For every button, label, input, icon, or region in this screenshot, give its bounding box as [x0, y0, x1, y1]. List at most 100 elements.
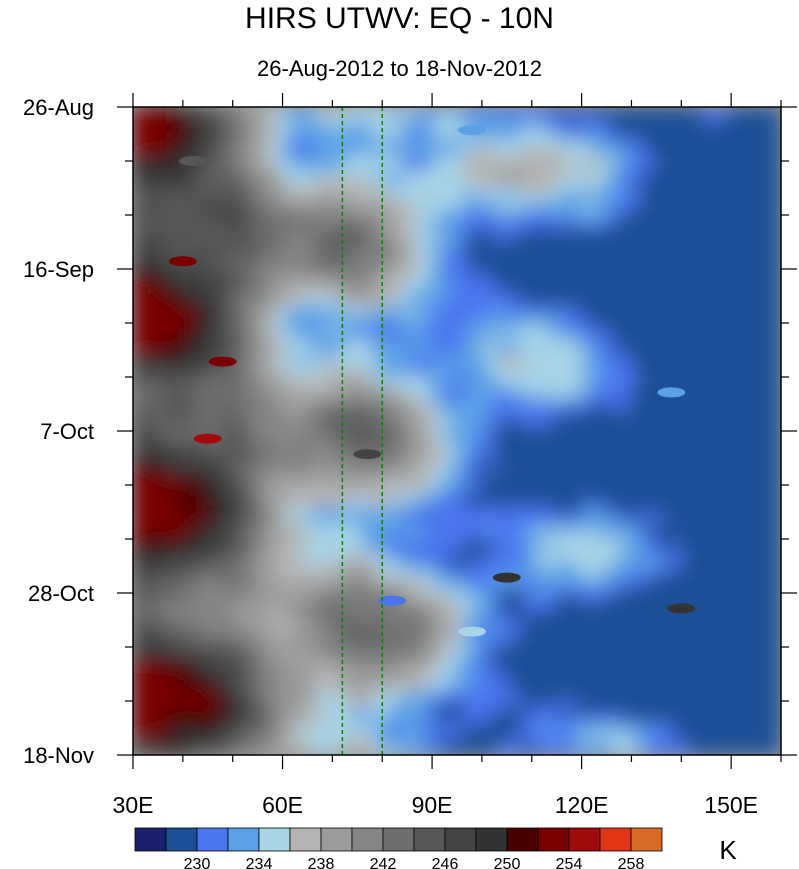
field-cell — [565, 299, 572, 308]
field-cell — [427, 275, 434, 284]
field-cell — [493, 267, 500, 276]
field-cell — [445, 323, 452, 332]
field-cell — [223, 115, 230, 124]
field-cell — [493, 379, 500, 388]
field-cell — [733, 307, 740, 316]
field-cell — [229, 123, 236, 132]
field-cell — [709, 307, 716, 316]
field-cell — [679, 411, 686, 420]
field-cell — [223, 251, 230, 260]
field-cell — [673, 219, 680, 228]
field-cell — [295, 355, 302, 364]
field-cell — [475, 307, 482, 316]
field-cell — [745, 187, 752, 196]
field-cell — [325, 331, 332, 340]
field-cell — [643, 403, 650, 412]
field-cell — [331, 395, 338, 404]
field-cell — [313, 339, 320, 348]
field-cell — [487, 107, 494, 116]
field-cell — [547, 155, 554, 164]
field-cell — [661, 347, 668, 356]
field-cell — [745, 459, 752, 468]
field-cell — [289, 435, 296, 444]
field-cell — [733, 259, 740, 268]
field-cell — [499, 259, 506, 268]
field-cell — [175, 243, 182, 252]
field-cell — [679, 107, 686, 116]
field-cell — [709, 291, 716, 300]
field-cell — [703, 347, 710, 356]
field-cell — [169, 163, 176, 172]
field-cell — [769, 387, 776, 396]
field-cell — [547, 243, 554, 252]
field-cell — [385, 147, 392, 156]
field-cell — [535, 363, 542, 372]
field-cell — [457, 363, 464, 372]
field-cell — [709, 163, 716, 172]
field-cell — [193, 195, 200, 204]
field-cell — [247, 211, 254, 220]
field-cell — [319, 171, 326, 180]
field-cell — [223, 395, 230, 404]
field-cell — [571, 275, 578, 284]
field-cell — [469, 411, 476, 420]
field-cell — [385, 235, 392, 244]
field-cell — [253, 435, 260, 444]
field-cell — [277, 475, 284, 484]
field-cell — [769, 211, 776, 220]
field-cell — [433, 171, 440, 180]
field-cell — [763, 363, 770, 372]
field-cell — [697, 283, 704, 292]
field-cell — [751, 123, 758, 132]
field-cell — [625, 107, 632, 116]
field-cell — [475, 267, 482, 276]
field-cell — [319, 227, 326, 236]
field-cell — [355, 347, 362, 356]
field-cell — [607, 387, 614, 396]
field-cell — [445, 251, 452, 260]
field-cell — [145, 379, 152, 388]
field-cell — [319, 459, 326, 468]
field-cell — [721, 355, 728, 364]
field-cell — [373, 139, 380, 148]
field-cell — [535, 115, 542, 124]
field-cell — [577, 275, 584, 284]
field-cell — [151, 387, 158, 396]
field-cell — [235, 219, 242, 228]
field-cell — [187, 371, 194, 380]
field-cell — [571, 211, 578, 220]
field-cell — [289, 147, 296, 156]
field-cell — [307, 155, 314, 164]
field-cell — [775, 395, 781, 404]
field-cell — [277, 323, 284, 332]
field-cell — [199, 371, 206, 380]
field-cell — [727, 387, 734, 396]
field-cell — [247, 267, 254, 276]
field-cell — [475, 147, 482, 156]
field-cell — [181, 347, 188, 356]
field-cell — [241, 411, 248, 420]
field-cell — [421, 219, 428, 228]
field-cell — [673, 331, 680, 340]
field-cell — [175, 219, 182, 228]
field-cell — [721, 275, 728, 284]
field-cell — [271, 443, 278, 452]
field-cell — [529, 283, 536, 292]
field-cell — [679, 315, 686, 324]
field-cell — [595, 243, 602, 252]
field-cell — [217, 315, 224, 324]
field-cell — [133, 259, 140, 268]
field-cell — [199, 315, 206, 324]
field-cell — [511, 379, 518, 388]
field-cell — [529, 195, 536, 204]
field-cell — [547, 275, 554, 284]
field-cell — [637, 243, 644, 252]
field-cell — [367, 251, 374, 260]
field-cell — [241, 291, 248, 300]
field-cell — [565, 219, 572, 228]
field-cell — [289, 211, 296, 220]
field-cell — [505, 219, 512, 228]
field-cell — [463, 331, 470, 340]
field-cell — [187, 123, 194, 132]
field-cell — [547, 395, 554, 404]
